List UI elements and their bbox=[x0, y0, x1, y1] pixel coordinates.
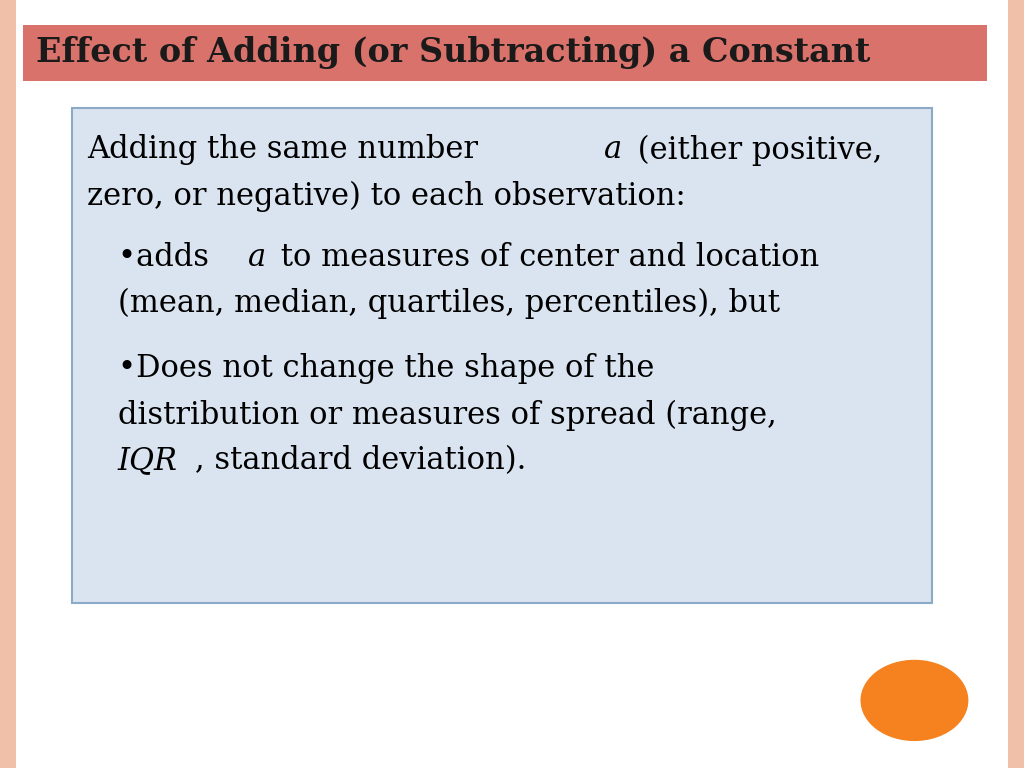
Text: a: a bbox=[604, 134, 623, 165]
Text: distribution or measures of spread (range,: distribution or measures of spread (rang… bbox=[118, 399, 776, 431]
Bar bbox=[1008, 0, 1024, 768]
Text: •Does not change the shape of the: •Does not change the shape of the bbox=[118, 353, 654, 384]
Text: •adds: •adds bbox=[118, 242, 218, 273]
Text: zero, or negative) to each observation:: zero, or negative) to each observation: bbox=[87, 180, 686, 212]
Bar bbox=[0, 0, 16, 768]
Text: a: a bbox=[248, 242, 266, 273]
Text: , standard deviation).: , standard deviation). bbox=[196, 445, 526, 476]
Text: (either positive,: (either positive, bbox=[628, 134, 882, 166]
Circle shape bbox=[861, 660, 968, 740]
Text: Effect of Adding (or Subtracting) a Constant: Effect of Adding (or Subtracting) a Cons… bbox=[36, 37, 870, 69]
Text: to measures of center and location: to measures of center and location bbox=[271, 242, 819, 273]
Text: IQR: IQR bbox=[118, 445, 178, 476]
Text: Adding the same number: Adding the same number bbox=[87, 134, 487, 165]
Bar bbox=[72, 108, 932, 603]
Text: (mean, median, quartiles, percentiles), but: (mean, median, quartiles, percentiles), … bbox=[118, 288, 779, 319]
Bar bbox=[23, 25, 987, 81]
